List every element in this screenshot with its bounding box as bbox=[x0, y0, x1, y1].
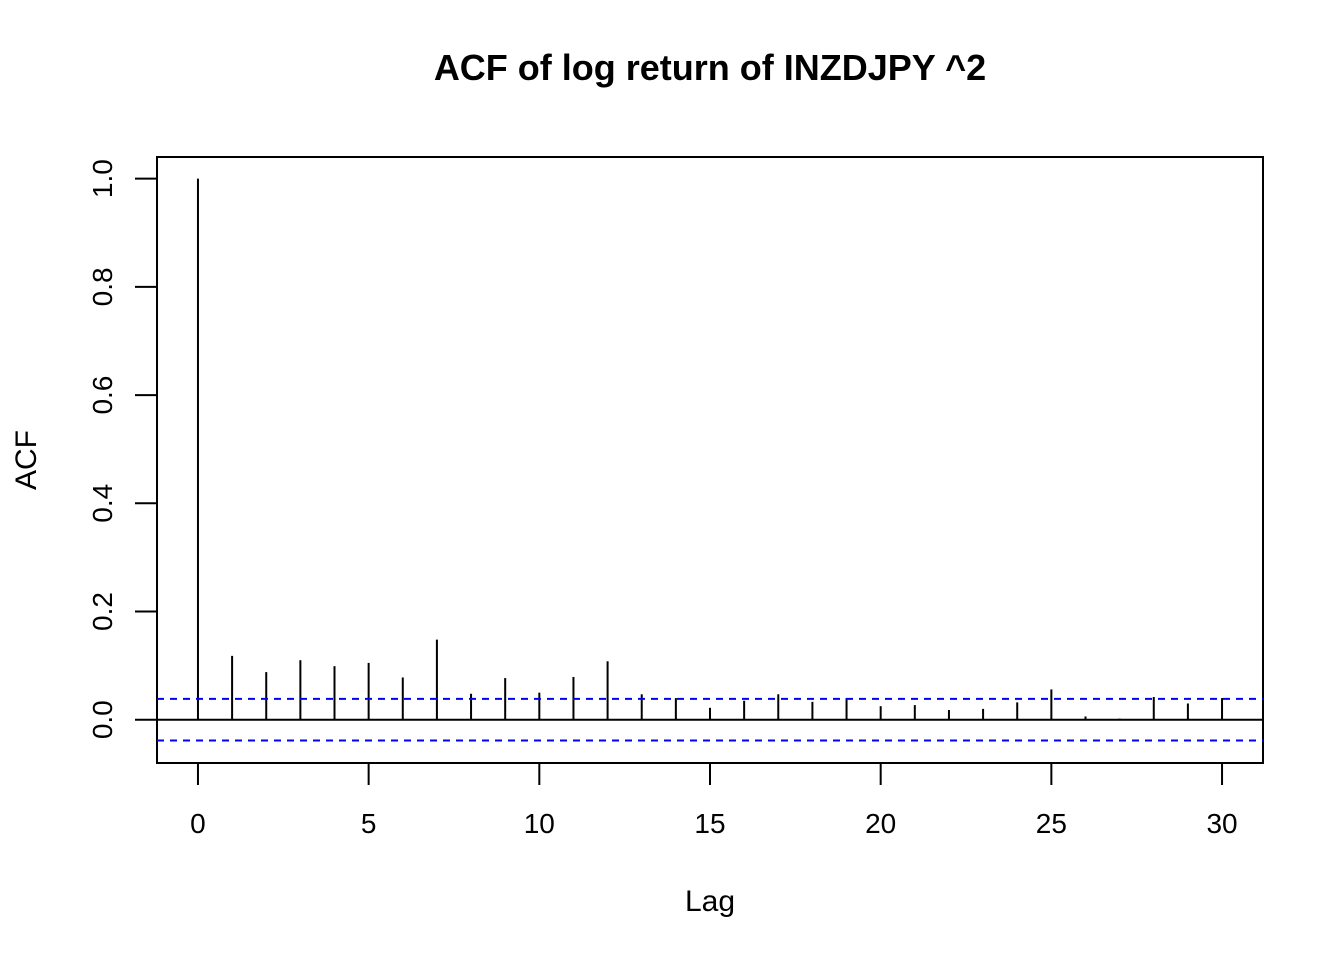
x-tick-label: 25 bbox=[1036, 808, 1067, 839]
y-tick-label: 0.4 bbox=[87, 484, 118, 523]
reference-lines bbox=[157, 697, 1263, 742]
x-tick-label: 15 bbox=[694, 808, 725, 839]
y-tick-label: 1.0 bbox=[87, 159, 118, 198]
x-axis-label: Lag bbox=[685, 885, 735, 918]
x-tick-label: 0 bbox=[190, 808, 206, 839]
chart-title: ACF of log return of INZDJPY ^2 bbox=[434, 47, 986, 88]
y-axis-label: ACF bbox=[10, 430, 43, 490]
x-tick-label: 10 bbox=[524, 808, 555, 839]
y-tick-label: 0.2 bbox=[87, 592, 118, 631]
x-tick-label: 5 bbox=[361, 808, 377, 839]
y-tick-label: 0.8 bbox=[87, 267, 118, 306]
y-tick-label: 0.6 bbox=[87, 376, 118, 415]
acf-bars bbox=[196, 178, 1224, 720]
plot-frame bbox=[156, 156, 1264, 764]
y-axis: 0.0 0.2 0.4 0.6 0.8 1.0 bbox=[87, 159, 158, 739]
x-tick-label: 30 bbox=[1206, 808, 1237, 839]
x-tick-label: 20 bbox=[865, 808, 896, 839]
x-axis: 0 5 10 15 20 25 30 bbox=[190, 762, 1238, 839]
y-tick-label: 0.0 bbox=[87, 700, 118, 739]
